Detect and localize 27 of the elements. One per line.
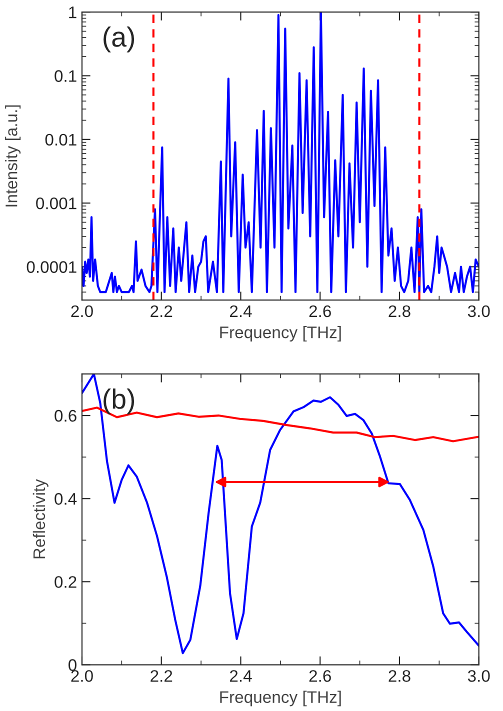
x-tick-label: 2.2 [150, 305, 172, 317]
y-tick-label: 0.001 [36, 197, 76, 210]
y-tick-label: 0 [68, 659, 76, 671]
annotation: (a) [104, 26, 134, 52]
y-axis-title: Intensity [a.u.] [5, 105, 21, 206]
y-tick-label: 0.1 [54, 70, 76, 82]
x-tick-label: 3.0 [468, 305, 490, 318]
x-tick-label: 2.0 [71, 305, 93, 318]
y-axis-title: Reflectivity [32, 479, 48, 558]
x-tick-label: 2.4 [230, 305, 252, 317]
y-tick-label: 0.01 [45, 134, 76, 146]
x-axis-title: Frequency [THz] [220, 690, 341, 706]
x-axis-title: Frequency [THz] [220, 326, 341, 342]
y-tick-label: 0.2 [54, 576, 76, 588]
x-tick-label: 2.6 [309, 670, 331, 682]
x-tick-label: 2.8 [388, 305, 410, 318]
y-tick-label: 1 [69, 6, 76, 18]
x-tick-label: 2.0 [71, 670, 93, 682]
y-tick-label: 0.4 [54, 493, 77, 505]
y-tick-label: 0.6 [54, 410, 76, 422]
y-tick-label: 0.0001 [26, 261, 76, 273]
x-tick-label: 3.0 [468, 670, 490, 682]
annotation: (b) [104, 388, 134, 414]
x-tick-label: 2.4 [230, 670, 252, 682]
x-tick-label: 2.6 [309, 305, 331, 318]
x-tick-label: 2.2 [150, 670, 172, 682]
x-tick-label: 2.8 [388, 670, 410, 682]
